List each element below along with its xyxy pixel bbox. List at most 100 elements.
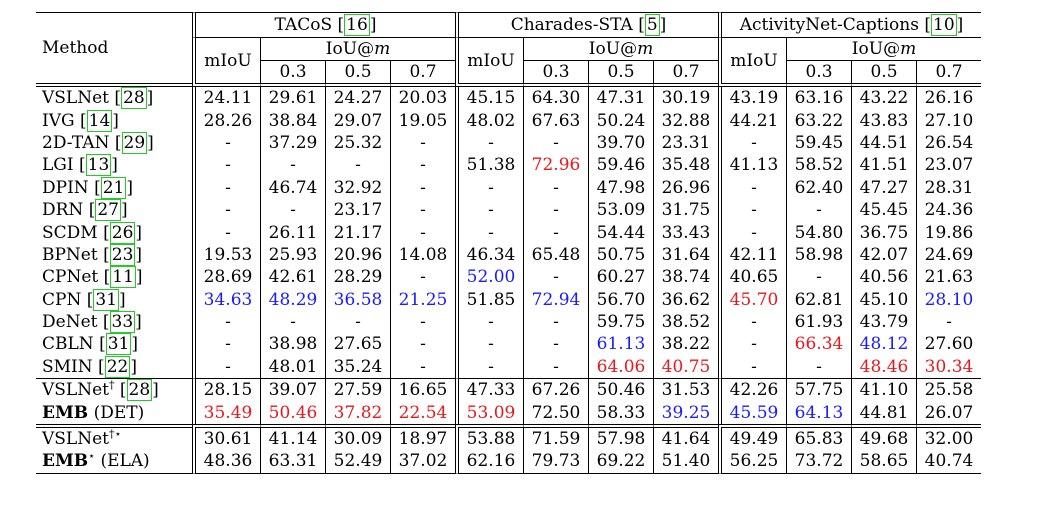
citation-ref[interactable]: 31 — [105, 333, 132, 356]
table-row: SCDM [26] -26.11 21.17- - -54.44 33.43-54.80 3… — [36, 221, 981, 244]
method-name: EMB — [42, 451, 89, 472]
metric-cell: 36.62 — [653, 288, 718, 311]
metric-cell: 54.44 — [588, 221, 653, 244]
metric-cell: - — [455, 221, 523, 244]
metric-cell: 40.65 — [718, 266, 786, 289]
citation-ref[interactable]: 28 — [126, 379, 153, 402]
metric-cell: 52.00 — [455, 266, 523, 289]
metric-cell: 30.09 — [325, 423, 390, 451]
metric-cell: 58.98 — [786, 243, 851, 267]
metric-cell: - — [523, 176, 588, 199]
metric-cell: 26.54 — [916, 131, 981, 155]
metric-cell: 23.07 — [916, 154, 981, 177]
table-row: LGI [13] - - - -51.38 72.96 59.46 35.48 41.13 58.… — [36, 154, 981, 177]
metric-cell: - — [523, 355, 588, 379]
citation-ref[interactable]: 28 — [121, 87, 147, 110]
metric-cell: 47.27 — [851, 176, 916, 199]
header-row-datasets: Method TACoS [16] Charades-STA [5] Activ… — [36, 12, 981, 87]
citation-ref[interactable]: 5 — [644, 14, 660, 36]
iou-prefix: IoU@ — [851, 39, 901, 59]
metric-cell: 28.10 — [916, 288, 981, 311]
metric-cell: 28.31 — [916, 176, 981, 199]
metric-cell: 51.40 — [653, 450, 718, 474]
metric-cell: 31.75 — [653, 198, 718, 222]
results-table: Method TACoS [16] Charades-STA [5] Activ… — [36, 12, 981, 474]
method-name-cell: BPNet [23] — [42, 243, 143, 266]
metric-cell: 46.34 — [455, 243, 523, 267]
threshold-header: 0.7 — [390, 61, 455, 87]
citation-ref[interactable]: 23 — [109, 243, 136, 266]
metric-cell: - — [390, 131, 455, 155]
metric-cell: 26.07 — [916, 401, 981, 424]
table-row: BPNet [23] 19.53 25.93 20.96 14.08 46.34 65.48… — [36, 243, 981, 267]
metric-cell: - — [390, 221, 455, 244]
metric-cell: 20.96 — [325, 243, 390, 267]
citation-ref[interactable]: 16 — [344, 14, 370, 36]
method-name-cell: SMIN [22] — [42, 355, 137, 378]
miou-header: mIoU — [455, 38, 523, 87]
metric-cell: 69.22 — [588, 450, 653, 474]
dataset-header-charades: Charades-STA [5] — [455, 12, 718, 38]
metric-cell: - — [455, 333, 523, 356]
metric-cell: 24.69 — [916, 243, 981, 267]
metric-cell: 73.72 — [786, 450, 851, 474]
metric-cell: 25.93 — [260, 243, 325, 267]
citation-ref[interactable]: 26 — [109, 221, 136, 244]
citation-ref[interactable]: 14 — [86, 109, 113, 132]
method-name: CPN — [42, 289, 82, 310]
citation-ref[interactable]: 29 — [121, 131, 148, 154]
metric-cell: - — [455, 131, 523, 155]
metric-cell: 44.21 — [718, 109, 786, 132]
method-name-cell: EMB (DET) — [36, 401, 192, 423]
metric-cell: 33.43 — [653, 221, 718, 244]
metric-cell: - — [523, 221, 588, 244]
iou-prefix: IoU@ — [588, 39, 638, 59]
metric-cell: 39.25 — [653, 401, 718, 424]
metric-cell: 65.83 — [786, 423, 851, 451]
metric-cell: 46.74 — [260, 176, 325, 199]
table-row: VSLNet† [28] 28.15 39.07 27.59 16.65 47.33 67.… — [36, 378, 981, 402]
metric-cell: 43.22 — [851, 87, 916, 110]
citation-ref[interactable]: 11 — [110, 266, 136, 289]
method-name: DeNet — [42, 312, 98, 333]
metric-cell: - — [192, 176, 260, 199]
metric-cell: 27.10 — [916, 109, 981, 132]
metric-cell: 50.75 — [588, 243, 653, 267]
metric-cell: 16.65 — [390, 378, 455, 402]
metric-cell: - — [523, 266, 588, 289]
iou-header: IoU@m — [260, 38, 455, 61]
metric-cell: 56.70 — [588, 288, 653, 311]
iou-variable: m — [637, 39, 654, 59]
metric-cell: 44.51 — [851, 131, 916, 155]
metric-cell: - — [786, 266, 851, 289]
metric-cell: - — [390, 355, 455, 379]
table-row: DPIN [21] -46.74 32.92- - -47.98 26.96-62.40 4… — [36, 176, 981, 199]
citation-ref[interactable]: 31 — [93, 288, 120, 311]
metric-cell: 37.29 — [260, 131, 325, 155]
table-row: DeNet [33] - - - - - -59.75 38.52-61.93 43.79- — [36, 310, 981, 334]
citation-ref[interactable]: 21 — [100, 176, 127, 199]
citation-ref[interactable]: 27 — [95, 199, 121, 222]
citation-ref[interactable]: 13 — [85, 154, 112, 177]
threshold-header: 0.3 — [260, 61, 325, 87]
citation-ref[interactable]: 33 — [109, 311, 136, 334]
metric-cell: 63.22 — [786, 109, 851, 132]
table-row: CPN [31] 34.63 48.29 36.58 21.25 51.85 72.94 56… — [36, 288, 981, 311]
method-name: VSLNet — [42, 429, 109, 450]
citation-ref[interactable]: 10 — [931, 14, 957, 36]
metric-cell: 31.64 — [653, 243, 718, 267]
metric-cell: - — [718, 131, 786, 155]
metric-cell: 61.93 — [786, 310, 851, 334]
table-row: EMB (DET) 35.49 50.46 37.82 22.54 53.09 72.50 5… — [36, 401, 981, 424]
metric-cell: - — [390, 266, 455, 289]
citation-ref[interactable]: 22 — [104, 355, 131, 378]
method-name: CBLN — [42, 334, 94, 355]
method-name: CPNet — [42, 267, 99, 288]
metric-cell: 27.59 — [325, 378, 390, 402]
metric-cell: 42.61 — [260, 266, 325, 289]
metric-cell: 50.24 — [588, 109, 653, 132]
metric-cell: 45.70 — [718, 288, 786, 311]
metric-cell: 45.15 — [455, 87, 523, 110]
metric-cell: 58.65 — [851, 450, 916, 474]
metric-cell: 41.10 — [851, 378, 916, 402]
